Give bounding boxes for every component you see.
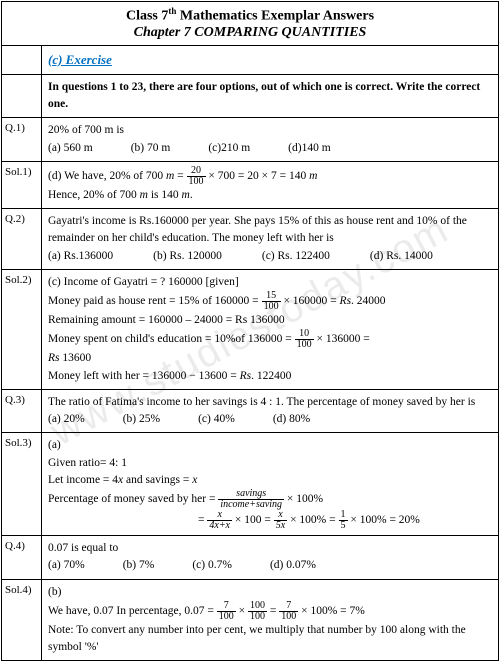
q4-opt-d: (d) 0.07% <box>270 557 316 574</box>
s4-content: (b) We have, 0.07 In percentage, 0.07 = … <box>42 580 498 661</box>
q1-label: Q.1) <box>2 118 42 161</box>
q1-opt-d: (d)140 m <box>288 140 330 157</box>
q2-opt-c: (c) Rs. 122400 <box>262 248 330 265</box>
q3-content: The ratio of Fatima's income to her savi… <box>42 390 498 433</box>
title-post: Mathematics Exemplar Answers <box>180 9 374 24</box>
s3-content: (a) Given ratio= 4: 1 Let income = 4x an… <box>42 433 498 535</box>
s3-row: Sol.3) (a) Given ratio= 4: 1 Let income … <box>2 433 498 536</box>
s2-line5: Rs 13600 <box>48 350 492 367</box>
q1-opt-a: (a) 560 m <box>48 140 93 157</box>
q2-text: Gayatri's income is Rs.160000 per year. … <box>48 213 492 248</box>
s1-row: Sol.1) (d) We have, 20% of 700 m = 20100… <box>2 162 498 209</box>
q2-opt-b: (b) Rs. 120000 <box>153 248 222 265</box>
q4-row: Q.4) 0.07 is equal to (a) 70% (b) 7% (c)… <box>2 536 498 580</box>
s1-line1: (d) We have, 20% of 700 m = 20100 × 700 … <box>48 166 492 187</box>
s1-line2: Hence, 20% of 700 m is 140 m. <box>48 187 492 204</box>
q1-text: 20% of 700 m is <box>48 122 492 139</box>
q3-opt-d: (d) 80% <box>273 411 310 428</box>
header: Class 7th Mathematics Exemplar Answers C… <box>2 2 498 46</box>
s2-line3: Remaining amount = 160000 – 24000 = Rs 1… <box>48 312 492 329</box>
s3-line4: Percentage of money saved by her = savin… <box>48 489 492 510</box>
label-cell <box>2 46 42 74</box>
q4-opt-a: (a) 70% <box>48 557 85 574</box>
s3-line2: Given ratio= 4: 1 <box>48 455 492 472</box>
q3-row: Q.3) The ratio of Fatima's income to her… <box>2 390 498 434</box>
page-title: Class 7th Mathematics Exemplar Answers <box>2 6 498 25</box>
q4-label: Q.4) <box>2 536 42 579</box>
s3-label: Sol.3) <box>2 433 42 535</box>
q3-label: Q.3) <box>2 390 42 433</box>
s2-line4: Money spent on child's education = 10%of… <box>48 329 492 350</box>
s2-line6: Money left with her = 136000 − 13600 = R… <box>48 368 492 385</box>
s1-label: Sol.1) <box>2 162 42 208</box>
title-sup: th <box>168 6 176 16</box>
q2-row: Q.2) Gayatri's income is Rs.160000 per y… <box>2 209 498 270</box>
q2-content: Gayatri's income is Rs.160000 per year. … <box>42 209 498 269</box>
q1-opt-c: (c)210 m <box>208 140 250 157</box>
q1-opt-b: (b) 70 m <box>131 140 171 157</box>
s4-line3: Note: To convert any number into per cen… <box>48 622 492 657</box>
s3-line3: Let income = 4x and savings = x <box>48 472 492 489</box>
title-pre: Class 7 <box>126 9 168 24</box>
q3-options: (a) 20% (b) 25% (c) 40% (d) 80% <box>48 411 492 428</box>
q4-options: (a) 70% (b) 7% (c) 0.7% (d) 0.07% <box>48 557 492 574</box>
q4-text: 0.07 is equal to <box>48 540 492 557</box>
q3-opt-c: (c) 40% <box>198 411 235 428</box>
page-container: Class 7th Mathematics Exemplar Answers C… <box>1 1 499 661</box>
q1-content: 20% of 700 m is (a) 560 m (b) 70 m (c)21… <box>42 118 498 161</box>
label-cell <box>2 75 42 118</box>
s2-row: Sol.2) (c) Income of Gayatri = ? 160000 … <box>2 270 498 390</box>
q3-text: The ratio of Fatima's income to her savi… <box>48 394 492 411</box>
s2-line2: Money paid as house rent = 15% of 160000… <box>48 291 492 312</box>
s2-line1: (c) Income of Gayatri = ? 160000 [given] <box>48 274 492 291</box>
q3-opt-a: (a) 20% <box>48 411 85 428</box>
instruction-text: In questions 1 to 23, there are four opt… <box>42 75 498 118</box>
q2-opt-a: (a) Rs.136000 <box>48 248 113 265</box>
content-cell: (c) Exercise <box>42 46 498 74</box>
s1-content: (d) We have, 20% of 700 m = 20100 × 700 … <box>42 162 498 208</box>
s4-label: Sol.4) <box>2 580 42 661</box>
s3-line1: (a) <box>48 437 492 454</box>
q1-row: Q.1) 20% of 700 m is (a) 560 m (b) 70 m … <box>2 118 498 162</box>
s2-content: (c) Income of Gayatri = ? 160000 [given]… <box>42 270 498 389</box>
chapter-title: Chapter 7 COMPARING QUANTITIES <box>2 25 498 41</box>
exercise-heading: (c) Exercise <box>48 52 112 67</box>
instruction-row: In questions 1 to 23, there are four opt… <box>2 75 498 119</box>
q4-opt-c: (c) 0.7% <box>192 557 232 574</box>
s4-line1: (b) <box>48 584 492 601</box>
exercise-row: (c) Exercise <box>2 46 498 75</box>
q2-options: (a) Rs.136000 (b) Rs. 120000 (c) Rs. 122… <box>48 248 492 265</box>
q2-opt-d: (d) Rs. 14000 <box>370 248 433 265</box>
q4-content: 0.07 is equal to (a) 70% (b) 7% (c) 0.7%… <box>42 536 498 579</box>
s2-label: Sol.2) <box>2 270 42 389</box>
q1-options: (a) 560 m (b) 70 m (c)210 m (d)140 m <box>48 140 492 157</box>
s4-line2: We have, 0.07 In percentage, 0.07 = 7100… <box>48 601 492 622</box>
q3-opt-b: (b) 25% <box>123 411 160 428</box>
q4-opt-b: (b) 7% <box>123 557 155 574</box>
q2-label: Q.2) <box>2 209 42 269</box>
s4-row: Sol.4) (b) We have, 0.07 In percentage, … <box>2 580 498 661</box>
s3-line5: = x4x+x × 100 = x5x × 100% = 15 × 100% =… <box>48 510 492 531</box>
